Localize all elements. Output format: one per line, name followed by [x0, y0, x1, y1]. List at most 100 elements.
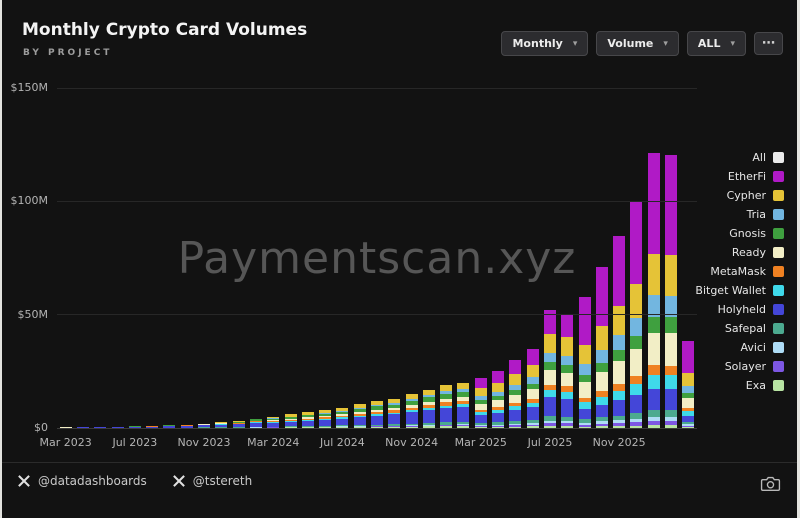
more-options-button[interactable]: ⋯ [754, 32, 783, 55]
bar-2024-02[interactable] [247, 88, 264, 428]
segment-ready [388, 408, 401, 411]
segment-ready [492, 400, 505, 408]
bar-2024-01[interactable] [230, 88, 247, 428]
segment-metamask [370, 411, 383, 414]
bar-2025-07[interactable] [541, 88, 558, 428]
bar-2025-02[interactable] [455, 88, 472, 428]
dropdown-all[interactable]: ALL ▾ [686, 31, 746, 56]
bar-2023-05[interactable] [92, 88, 109, 428]
segment-avici [388, 425, 401, 427]
bar-2024-07[interactable] [334, 88, 351, 428]
bar-2024-03[interactable] [265, 88, 282, 428]
segment-metamask [647, 365, 660, 375]
bar-2024-04[interactable] [282, 88, 299, 428]
legend-item-avici[interactable]: Avici [740, 340, 784, 355]
footer-handles: @datadashboards @tstereth [18, 474, 252, 488]
segment-avici [440, 424, 453, 426]
segment-metamask [492, 407, 505, 410]
segment-gnosis [526, 383, 539, 390]
bar-2025-09[interactable] [576, 88, 593, 428]
x-logo-icon [18, 475, 30, 487]
bar-2023-03[interactable] [57, 88, 74, 428]
bar-stack [422, 389, 435, 428]
bar-stack [509, 360, 522, 428]
bar-stack [647, 153, 660, 428]
legend-item-gnosis[interactable]: Gnosis [729, 226, 784, 241]
chevron-down-icon: ▾ [663, 38, 668, 49]
segment-gnosis [422, 397, 435, 402]
bar-2025-01[interactable] [438, 88, 455, 428]
segment-gnosis [578, 374, 591, 383]
bar-2023-06[interactable] [109, 88, 126, 428]
dropdown-monthly[interactable]: Monthly ▾ [501, 31, 589, 56]
legend-item-safepal[interactable]: Safepal [725, 321, 784, 336]
dropdown-volume[interactable]: Volume ▾ [596, 31, 679, 56]
segment-bitget-wallet [388, 412, 401, 415]
legend-item-cypher[interactable]: Cypher [727, 188, 784, 203]
bar-2024-11[interactable] [403, 88, 420, 428]
segment-holyheld [457, 407, 470, 423]
segment-metamask [440, 402, 453, 406]
bar-2025-03[interactable] [472, 88, 489, 428]
segment-cypher [370, 400, 383, 405]
segment-tria [526, 377, 539, 384]
bar-2024-09[interactable] [368, 88, 385, 428]
legend-item-exa[interactable]: Exa [746, 378, 784, 393]
segment-safepal [613, 415, 626, 421]
bar-2025-06[interactable] [524, 88, 541, 428]
bar-2024-08[interactable] [351, 88, 368, 428]
bar-2026-02[interactable] [662, 88, 679, 428]
segment-safepal [665, 410, 678, 418]
segment-tria [613, 334, 626, 351]
bar-2025-04[interactable] [489, 88, 506, 428]
segment-avici [405, 425, 418, 426]
legend-item-bitget-wallet[interactable]: Bitget Wallet [695, 283, 784, 298]
legend-item-ready[interactable]: Ready [732, 245, 784, 260]
footer-handle-datadashboards[interactable]: @datadashboards [18, 474, 147, 488]
legend-item-etherfi[interactable]: EtherFi [728, 169, 784, 184]
bar-2026-01[interactable] [645, 88, 662, 428]
bar-2023-12[interactable] [213, 88, 230, 428]
bar-2025-10[interactable] [593, 88, 610, 428]
segment-metamask [388, 410, 401, 413]
bar-2023-08[interactable] [143, 88, 160, 428]
bar-2025-08[interactable] [559, 88, 576, 428]
camera-button[interactable] [760, 475, 781, 492]
bar-2023-10[interactable] [178, 88, 195, 428]
bar-2023-04[interactable] [74, 88, 91, 428]
bar-stack [370, 400, 383, 428]
bar-2024-12[interactable] [420, 88, 437, 428]
bar-2024-05[interactable] [299, 88, 316, 428]
segment-gnosis [319, 413, 332, 416]
bar-2023-09[interactable] [161, 88, 178, 428]
legend-item-all[interactable]: All [752, 150, 784, 165]
segment-gnosis [180, 424, 193, 426]
segment-safepal [543, 416, 556, 421]
legend-item-solayer[interactable]: Solayer [725, 359, 784, 374]
footer-handle-tstereth[interactable]: @tstereth [172, 474, 252, 488]
bar-2025-12[interactable] [628, 88, 645, 428]
bar-2024-10[interactable] [386, 88, 403, 428]
bar-2025-11[interactable] [611, 88, 628, 428]
segment-etherfi [682, 341, 695, 373]
page-title: Monthly Crypto Card Volumes [22, 20, 308, 40]
segment-gnosis [509, 389, 522, 395]
legend-item-tria[interactable]: Tria [747, 207, 784, 222]
segment-solayer [595, 423, 608, 427]
footer-handle-text: @datadashboards [38, 474, 147, 488]
segment-solayer [682, 425, 695, 428]
segment-metamask [301, 418, 314, 420]
bar-2023-11[interactable] [195, 88, 212, 428]
bar-2025-05[interactable] [507, 88, 524, 428]
bar-2023-07[interactable] [126, 88, 143, 428]
bar-2024-06[interactable] [316, 88, 333, 428]
segment-holyheld [422, 410, 435, 424]
legend-item-metamask[interactable]: MetaMask [710, 264, 784, 279]
legend-item-holyheld[interactable]: Holyheld [718, 302, 784, 317]
segment-metamask [561, 386, 574, 392]
segment-holyheld [682, 415, 695, 423]
segment-gnosis [215, 422, 228, 424]
segment-gnosis [630, 335, 643, 350]
bar-2026-03[interactable] [680, 88, 697, 428]
segment-ready [319, 415, 332, 418]
